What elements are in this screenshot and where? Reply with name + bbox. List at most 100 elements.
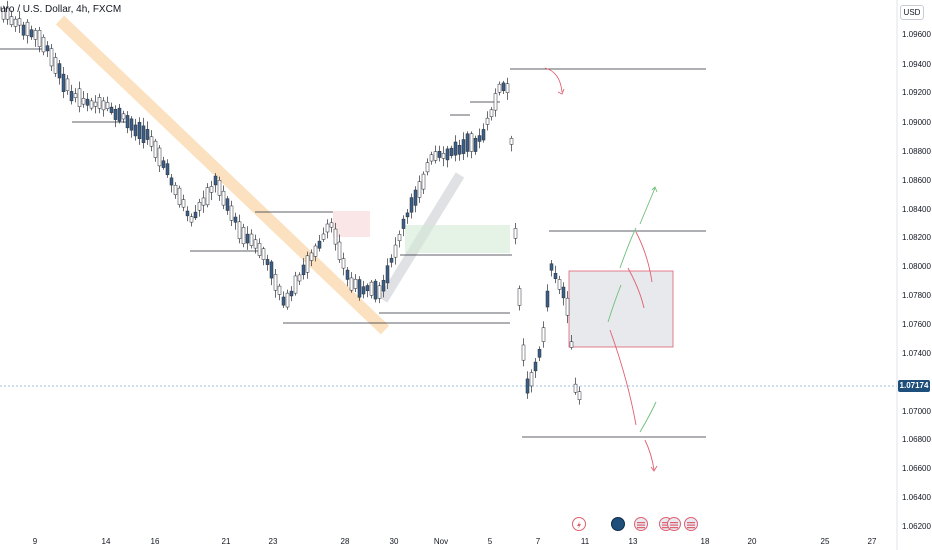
candle-body <box>265 259 270 265</box>
candle-body <box>493 93 498 111</box>
supply-zone <box>333 211 370 237</box>
symbol-title[interactable]: uro / U.S. Dollar, 4h, FXCM <box>0 4 122 15</box>
time-axis-label: 21 <box>221 537 231 546</box>
candle-body <box>65 78 70 91</box>
candle-body <box>549 263 554 271</box>
candle-body <box>409 197 414 213</box>
candle-body <box>429 154 434 162</box>
bullish-arrow <box>639 401 657 433</box>
price-axis-label: 1.06800 <box>902 435 931 444</box>
us-flag-icon[interactable] <box>634 517 648 531</box>
current-price-tag: 1.07174 <box>898 380 930 392</box>
candle-body <box>233 216 238 223</box>
candle-body <box>505 83 510 93</box>
time-axis-label: 28 <box>340 537 350 546</box>
price-axis-label: 1.06200 <box>902 522 931 531</box>
candle-body <box>401 218 406 229</box>
candle-body <box>465 133 470 152</box>
candle-body <box>469 133 474 152</box>
candle-body <box>477 135 482 142</box>
candle-body <box>425 162 430 173</box>
candle-body <box>349 277 354 291</box>
us-flag-icon[interactable] <box>667 517 681 531</box>
candle-body <box>481 129 486 141</box>
candle-body <box>449 147 454 156</box>
candle-body <box>249 233 254 246</box>
candle-body <box>453 141 458 156</box>
candle-body <box>165 163 170 176</box>
candle-body <box>373 280 378 300</box>
candle-body <box>421 173 426 190</box>
candle-body <box>209 186 214 193</box>
earnings-icon[interactable] <box>611 517 625 531</box>
candle-body <box>261 248 266 260</box>
candle-body <box>105 102 110 109</box>
candle-body <box>569 341 574 348</box>
candle-body <box>473 138 478 152</box>
time-axis-label: 30 <box>389 537 399 546</box>
candle-body <box>433 151 438 161</box>
candle-body <box>545 290 550 308</box>
candle-body <box>269 261 274 279</box>
candle-body <box>53 57 58 74</box>
candle-body <box>557 279 562 290</box>
time-axis-label: 27 <box>867 537 877 546</box>
candle-body <box>241 227 246 245</box>
candle-body <box>205 187 210 206</box>
candle-body <box>565 297 570 316</box>
candle-body <box>381 279 386 292</box>
candle-body <box>137 122 142 139</box>
bearish-arrow <box>644 439 655 471</box>
candle-body <box>145 129 150 140</box>
candle-body <box>457 145 462 155</box>
price-axis-label: 1.09200 <box>902 88 931 97</box>
candle-body <box>305 255 310 273</box>
candle-body <box>173 184 178 195</box>
candle-body <box>85 98 90 106</box>
candle-body <box>413 189 418 206</box>
candle-body <box>49 48 54 67</box>
candle-body <box>441 153 446 159</box>
candle-body <box>13 18 18 27</box>
time-axis-label: 23 <box>268 537 278 546</box>
candle-body <box>57 63 62 79</box>
price-axis-label: 1.08200 <box>902 233 931 242</box>
candle-body <box>157 147 162 167</box>
candle-body <box>181 199 186 208</box>
bullish-arrow <box>639 187 656 225</box>
bearish-arrow <box>609 329 637 426</box>
candle-body <box>365 285 370 292</box>
currency-button[interactable]: USD <box>900 5 924 20</box>
candle-body <box>9 16 14 25</box>
level-lines <box>0 48 706 438</box>
us-flag-icon[interactable] <box>684 517 698 531</box>
price-axis-label: 1.07800 <box>902 291 931 300</box>
candle-body <box>485 117 490 125</box>
price-axis-label: 1.07400 <box>902 349 931 358</box>
candle-body <box>437 150 442 158</box>
bullish-arrow-head <box>651 186 658 193</box>
candle-body <box>129 118 134 131</box>
time-axis-label: 20 <box>747 537 757 546</box>
candle-body <box>529 372 534 387</box>
time-axis-label: 25 <box>820 537 830 546</box>
price-axis-label: 1.06600 <box>902 464 931 473</box>
candle-body <box>253 239 258 249</box>
time-axis-label: 7 <box>535 537 541 546</box>
candle-body <box>445 148 450 161</box>
candle-body <box>325 223 330 233</box>
candle-body <box>553 273 558 279</box>
time-axis-label: 5 <box>487 537 493 546</box>
candle-body <box>185 210 190 217</box>
candle-body <box>393 244 398 258</box>
candle-body <box>501 82 506 91</box>
candle-body <box>221 190 226 206</box>
candle-body <box>461 139 466 154</box>
candle-body <box>125 115 130 129</box>
time-axis-label: 13 <box>628 537 638 546</box>
candle-body <box>521 344 526 361</box>
candle-body <box>341 258 346 269</box>
lightning-icon[interactable] <box>572 517 586 531</box>
bearish-arrow-head <box>557 88 565 95</box>
